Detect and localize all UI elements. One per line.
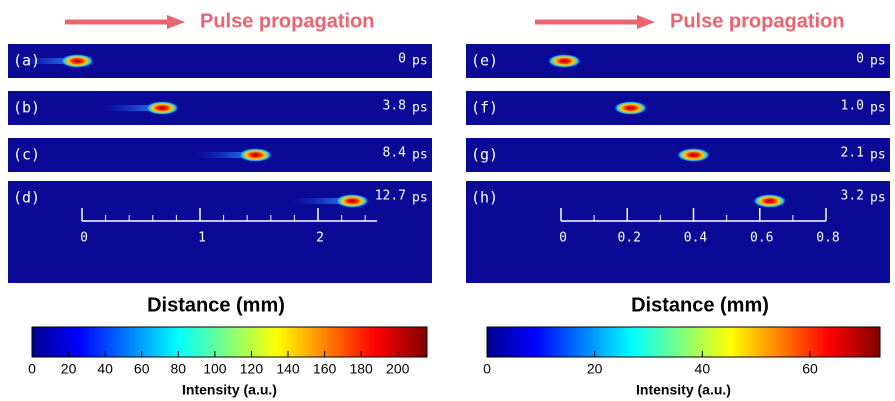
heading: Pulse propagation [200,10,374,32]
pulse [677,148,711,162]
colorbar-tick-label: 100 [203,361,227,377]
colorbar-tick-label: 20 [587,361,603,377]
heading: Pulse propagation [670,10,844,32]
time: 12.7 [375,189,406,204]
panel [466,44,890,78]
panel-label: (b) [13,99,40,117]
time-unit: ps [870,101,886,116]
pulse-core [753,194,787,208]
colorbar-tick-label: 60 [134,361,150,377]
time: 3.8 [383,99,406,114]
time: 3.2 [841,189,864,204]
time: 0 [856,52,864,67]
scale-label: 0.4 [684,231,708,246]
time: 2.1 [841,146,864,161]
colorbar-tick-label: 160 [313,361,337,377]
colorbar-tick-label: 0 [483,361,491,377]
colorbar-title: Intensity (a.u.) [182,382,277,398]
pulse-core [335,194,369,208]
panel [466,91,890,125]
colorbar [487,327,880,357]
panel-label: (a) [13,52,40,70]
scale-label: 0.2 [618,231,641,246]
figure: Pulse propagation (a) 0 ps (b) 3.8 ps (c) 8.4 ps (… [0,0,895,401]
scale-label: 2 [316,231,324,246]
pulse-core [145,101,179,115]
colorbar-tick-label: 120 [240,361,264,377]
pulse-core [547,54,581,68]
page: {"left":{"heading":"Pulse propagation", … [0,0,895,401]
time-unit: ps [870,54,886,69]
colorbar-tick-label: 60 [802,361,818,377]
colorbar-tick-label: 80 [171,361,187,377]
panel-label: (c) [13,146,40,164]
pulse-core [238,148,272,162]
axis-title: Distance (mm) [147,294,285,316]
arrow-head [637,15,655,29]
scale-label: 0 [559,231,567,246]
time: 8.4 [383,146,407,161]
time: 1.0 [841,99,864,114]
panel [8,91,432,125]
time-unit: ps [412,54,428,69]
scale-label: 0.8 [816,231,839,246]
colorbar-tick-label: 0 [28,361,36,377]
panel-label: (g) [471,146,498,164]
time-unit: ps [870,191,886,206]
time: 0 [398,52,406,67]
panel [8,181,432,283]
pulse [753,194,787,208]
panel-label: (h) [471,189,498,207]
panel-label: (f) [471,99,498,117]
colorbar-tick-label: 200 [386,361,410,377]
colorbar [32,327,427,357]
axis-title: Distance (mm) [631,294,769,316]
time-unit: ps [870,148,886,163]
time-unit: ps [412,148,428,163]
pulse [547,54,581,68]
colorbar-title: Intensity (a.u.) [636,382,731,398]
scale-label: 0 [80,231,88,246]
colorbar-tick-label: 40 [695,361,711,377]
scale-label: 0.6 [750,231,773,246]
time-unit: ps [412,101,428,116]
pulse-core [60,54,94,68]
pulse [614,101,648,115]
colorbar-tick-label: 20 [61,361,77,377]
pulse-core [614,101,648,115]
scale-label: 1 [198,231,206,246]
panel-label: (e) [471,52,498,70]
time-unit: ps [412,191,428,206]
pulse-core [677,148,711,162]
colorbar-tick-label: 140 [276,361,300,377]
arrow-head [167,15,185,29]
colorbar-tick-label: 180 [349,361,373,377]
colorbar-tick-label: 40 [97,361,113,377]
panel-label: (d) [13,189,40,207]
